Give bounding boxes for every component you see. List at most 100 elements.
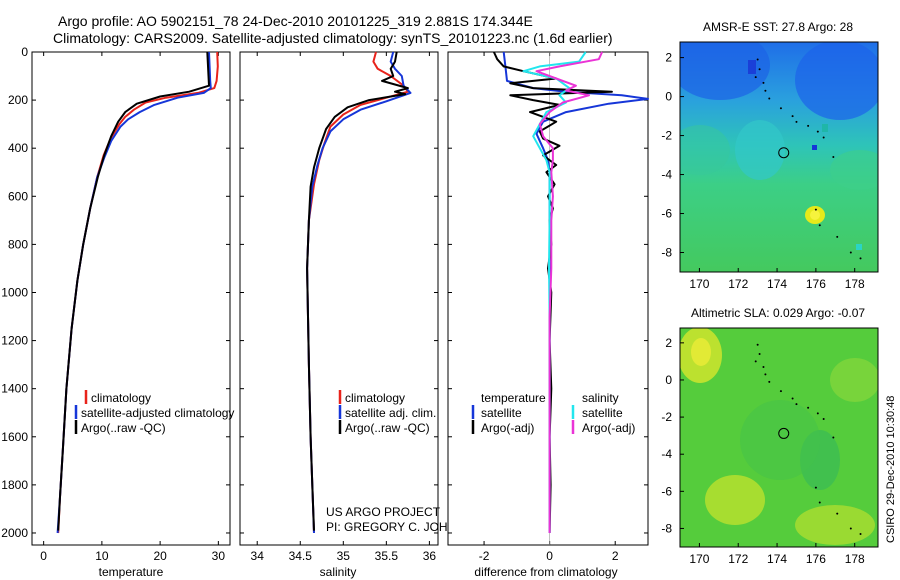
island-marker (814, 486, 817, 489)
map-lon-label: 178 (845, 277, 865, 291)
temperature-xtick-label: 20 (153, 549, 167, 563)
legend-argo-raw: Argo(..raw -QC) (81, 421, 166, 435)
island-marker (754, 360, 757, 363)
temperature-xtick-label: 30 (212, 549, 226, 563)
salinity-xlabel: salinity (320, 565, 357, 579)
difference-series-salinity-argo-adj- (535, 51, 604, 533)
island-marker (832, 156, 835, 158)
island-marker (822, 136, 825, 139)
pi-credit: PI: GREGORY C. JOHNSON (326, 520, 482, 534)
island-marker (791, 115, 794, 118)
map-lon-label: 172 (728, 277, 748, 291)
legend-temperature-title: temperature (481, 391, 546, 405)
salinity-xtick-label: 34 (251, 549, 265, 563)
island-marker (758, 352, 761, 355)
depth-tick-label: 1000 (1, 285, 28, 299)
island-marker (814, 208, 817, 211)
map-lon-label: 170 (689, 277, 709, 291)
sst-map-title: AMSR-E SST: 27.8 Argo: 28 (703, 20, 853, 34)
salinity-xtick-label: 34.5 (289, 549, 313, 563)
timestamp-credit: CSIRO 29-Dec-2010 10:30:48 (885, 396, 897, 543)
salinity-legend: climatology satellite adj. clim. Argo(..… (338, 390, 436, 435)
island-marker (859, 533, 862, 536)
legend-temp-argo: Argo(-adj) (481, 421, 534, 435)
map-lon-label: 178 (845, 552, 865, 566)
map-lat-label: -6 (661, 207, 672, 221)
island-marker (764, 89, 767, 92)
island-marker (836, 512, 839, 515)
salinity-xtick-label: 35 (337, 549, 351, 563)
map-lon-label: 174 (767, 552, 787, 566)
legend-sal-diff-argo: Argo(-adj) (582, 421, 635, 435)
legend-temp-satellite: satellite (481, 406, 522, 420)
island-marker (816, 130, 819, 133)
island-marker (758, 68, 761, 71)
depth-tick-label: 400 (8, 141, 28, 155)
difference-panel: -2 0 2 difference from climatology tempera… (447, 51, 649, 579)
sla-argo-position-marker (778, 427, 790, 439)
map-lat-label: -2 (661, 129, 672, 143)
difference-xtick-label: -2 (479, 549, 490, 563)
map-lon-label: 172 (728, 552, 748, 566)
island-marker (849, 251, 852, 254)
island-marker (791, 397, 794, 400)
project-credit: US ARGO PROJECT (326, 505, 441, 519)
map-lat-label: 0 (665, 373, 672, 387)
temperature-xtick-label: 0 (40, 549, 47, 563)
depth-tick-label: 1800 (1, 478, 28, 492)
map-lon-label: 176 (806, 552, 826, 566)
map-lat-label: -6 (661, 484, 672, 498)
island-marker (818, 501, 821, 504)
depth-tick-label: 1200 (1, 334, 28, 348)
depth-tick-label: 2000 (1, 526, 28, 540)
legend-salinity-title: salinity (582, 391, 619, 405)
sst-argo-position-marker (778, 147, 790, 159)
legend-sal-argo: Argo(..raw -QC) (345, 421, 430, 435)
salinity-series-argo-raw-qc- (306, 51, 409, 531)
temperature-xtick-label: 10 (95, 549, 109, 563)
island-marker (795, 120, 798, 123)
island-marker (756, 58, 759, 61)
temperature-xlabel: temperature (99, 565, 164, 579)
island-marker (849, 527, 852, 530)
legend-sal-diff-satellite: satellite (582, 406, 623, 420)
legend-satellite-adjusted: satellite-adjusted climatology (81, 406, 234, 420)
map-lat-label: -4 (661, 447, 672, 461)
temperature-panel: 0 10 20 30 0 200 400 600 800 1000 1200 1400 1600 1800… (1, 45, 234, 579)
island-marker (779, 390, 782, 393)
temperature-legend: climatology satellite-adjusted climatolo… (74, 390, 234, 435)
map-lon-label: 174 (767, 277, 787, 291)
map-lon-label: 176 (806, 277, 826, 291)
depth-tick-label: 1600 (1, 430, 28, 444)
island-marker (756, 343, 759, 346)
difference-xtick-label: 0 (546, 549, 553, 563)
salinity-panel: 34 34.5 35 35.5 36 salinity climatology sate… (239, 51, 482, 579)
island-marker (807, 124, 810, 127)
map-lat-label: -4 (661, 168, 672, 182)
depth-tick-label: 200 (8, 93, 28, 107)
map-lat-label: -8 (661, 246, 672, 260)
island-marker (822, 417, 825, 420)
island-marker (859, 257, 862, 260)
header-line2: Climatology: CARS2009. Satellite-adjuste… (53, 30, 613, 46)
map-lat-label: 2 (665, 51, 672, 65)
island-marker (768, 380, 771, 383)
island-marker (807, 406, 810, 409)
island-marker (779, 107, 782, 110)
island-marker (816, 412, 819, 415)
sst-map: 170 172 174 176 178 2 0 -2 -4 -6 -8 (661, 41, 879, 291)
map-lat-label: -2 (661, 410, 672, 424)
island-marker (764, 373, 767, 376)
island-marker (836, 235, 839, 238)
salinity-xtick-label: 36 (423, 549, 437, 563)
island-marker (762, 81, 765, 84)
salinity-xtick-label: 35.5 (375, 549, 399, 563)
difference-legend: temperature satellite Argo(-adj) salinit… (471, 391, 635, 435)
legend-climatology: climatology (91, 391, 151, 405)
legend-sal-climatology: climatology (345, 391, 405, 405)
difference-xlabel: difference from climatology (474, 565, 617, 579)
depth-tick-label: 1400 (1, 382, 28, 396)
header-line1: Argo profile: AO 5902151_78 24-Dec-2010 … (58, 13, 533, 29)
legend-sal-satellite: satellite adj. clim. (345, 406, 436, 420)
